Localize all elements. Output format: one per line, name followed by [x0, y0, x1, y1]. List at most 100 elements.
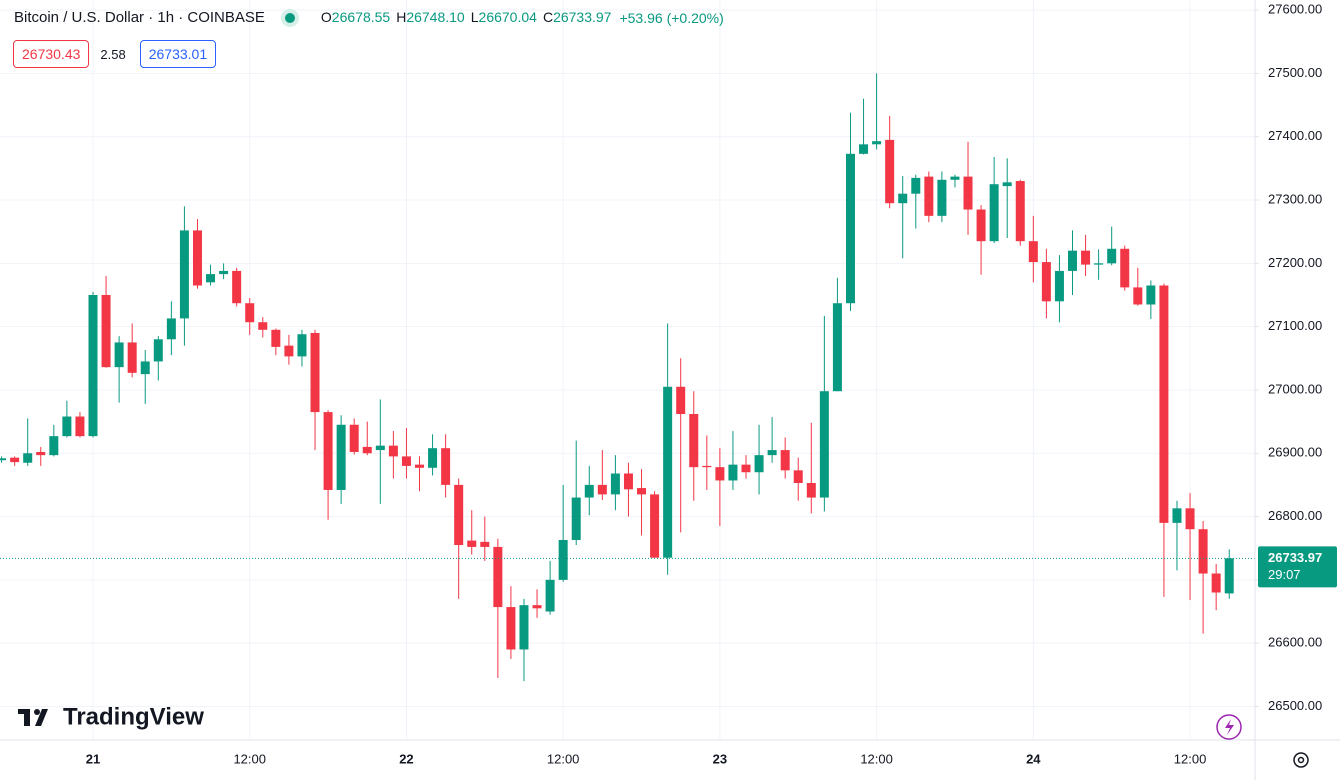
candle-body	[219, 270, 229, 275]
candle-body	[101, 294, 111, 368]
candle-body	[192, 230, 202, 286]
candle-body	[349, 424, 359, 452]
candle-body	[1211, 573, 1221, 593]
candle-body	[767, 450, 777, 456]
candle-body	[153, 339, 163, 362]
candle-body	[911, 177, 921, 194]
candle-body	[637, 488, 647, 495]
ohlc-value: 26733.97	[553, 9, 612, 25]
market-status[interactable]	[284, 12, 295, 23]
candle-body	[428, 448, 438, 468]
candle-body	[623, 473, 633, 490]
candle-body	[728, 464, 738, 481]
y-tick-label: 27200.00	[1268, 255, 1322, 270]
candle-body	[806, 482, 816, 498]
candle-body	[114, 342, 124, 368]
settings-icon[interactable]	[1293, 752, 1309, 768]
candle-body	[362, 446, 372, 454]
candle-body	[232, 270, 242, 304]
candle-body	[1081, 250, 1091, 265]
candle-body	[297, 334, 307, 357]
candle-body	[832, 303, 842, 392]
logo: TradingView	[18, 703, 204, 730]
candle-body	[36, 451, 46, 456]
candle-body	[976, 209, 986, 242]
trade-buttons: 26730.43 2.58 26733.01	[13, 40, 217, 68]
ohlc-value: 26748.10	[406, 9, 465, 25]
candle-body	[75, 416, 85, 437]
candle-body	[1159, 285, 1169, 523]
sell-button[interactable]: 26730.43	[13, 40, 90, 68]
y-tick-label: 27600.00	[1268, 2, 1322, 17]
candle-body	[467, 540, 477, 547]
candle-body	[1198, 529, 1208, 574]
ohlc-value: 26670.04	[478, 9, 537, 25]
candle-body	[49, 436, 59, 456]
candle-body	[1002, 182, 1012, 187]
candle-body	[493, 546, 503, 608]
candle-body	[545, 579, 555, 612]
last-price-label: 26733.97	[1268, 550, 1322, 565]
candle-body	[519, 605, 529, 650]
candle-body	[323, 412, 333, 490]
candle-body	[258, 322, 268, 330]
x-tick-label: 12:00	[860, 751, 893, 766]
candle-body	[676, 386, 686, 414]
candle-body	[1107, 248, 1117, 264]
candle-body	[558, 539, 568, 580]
candle-body	[793, 470, 803, 483]
y-tick-label: 27100.00	[1268, 318, 1322, 333]
candle-body	[963, 176, 973, 210]
candle-body	[1133, 287, 1143, 305]
candle-body	[610, 473, 620, 495]
candle-body	[859, 144, 869, 154]
y-tick-label: 27000.00	[1268, 381, 1322, 396]
candle-body	[480, 541, 490, 547]
candle-body	[663, 386, 673, 558]
candle-body	[989, 184, 999, 242]
legend-header: Bitcoin / U.S. Dollar · 1h · COINBASE O2…	[14, 9, 724, 26]
y-tick-label: 27300.00	[1268, 191, 1322, 206]
y-tick-label: 26900.00	[1268, 445, 1322, 460]
candle-body	[1172, 508, 1182, 523]
candle-body	[532, 605, 542, 609]
ohlc-key: C	[542, 9, 554, 25]
x-tick-label: 12:00	[233, 751, 266, 766]
candle-body	[245, 303, 255, 323]
candle-body	[1185, 508, 1195, 530]
candle-body	[206, 274, 216, 283]
candle-body	[179, 230, 189, 319]
candle-body	[689, 413, 699, 468]
candle-body	[571, 497, 581, 540]
spread: 2.58	[100, 46, 126, 62]
candle-body	[1094, 263, 1104, 265]
candle-body	[650, 494, 660, 558]
candle-body	[10, 457, 20, 463]
x-tick-label: 12:00	[1174, 751, 1207, 766]
buy-button[interactable]: 26733.01	[139, 40, 217, 68]
y-tick-label: 26600.00	[1268, 635, 1322, 650]
candle-body	[401, 456, 411, 466]
symbol: Bitcoin / U.S. Dollar · 1h · COINBASE	[14, 9, 265, 26]
ohlc-key: H	[396, 9, 407, 25]
candle-body	[1068, 250, 1077, 271]
candle-body	[415, 464, 424, 468]
candle-body	[1028, 241, 1038, 263]
candle-body	[336, 424, 346, 490]
change: +53.96 (+0.20%)	[619, 9, 724, 26]
candle-body	[1120, 248, 1130, 288]
candle-body	[454, 484, 464, 546]
candle-body	[741, 464, 751, 473]
candle-body	[924, 176, 934, 216]
candle-body	[597, 484, 607, 495]
y-tick-label: 26500.00	[1268, 698, 1322, 713]
last-price-box	[1258, 546, 1337, 588]
x-tick-label: 23	[713, 751, 727, 766]
alert-icon[interactable]	[1216, 714, 1242, 740]
candle-body	[780, 450, 790, 471]
candle-body	[62, 416, 72, 437]
alert-icon-bolt	[1225, 719, 1234, 735]
candle-body	[754, 455, 764, 473]
